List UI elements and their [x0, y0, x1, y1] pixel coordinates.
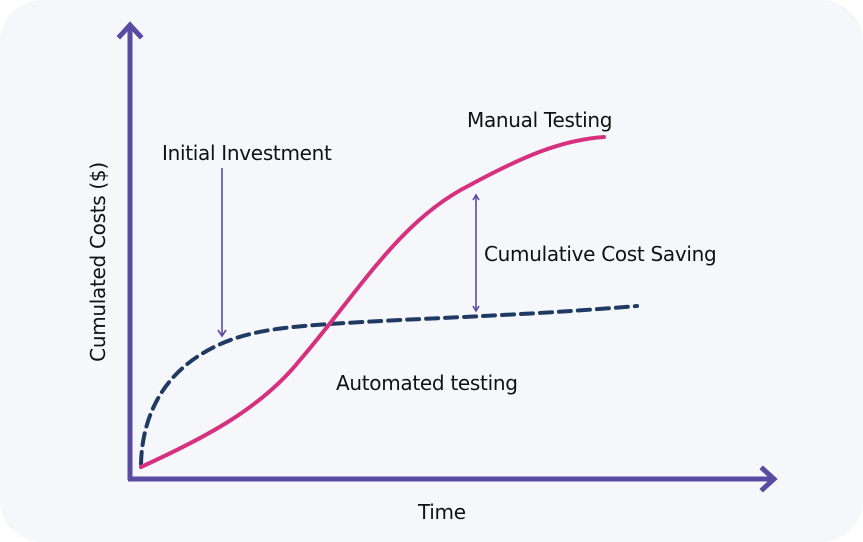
x-axis	[128, 465, 778, 493]
automated-testing-label: Automated testing	[336, 371, 518, 395]
manual-testing-line	[139, 135, 606, 469]
manual-testing-label: Manual Testing	[467, 108, 613, 132]
x-axis-label: Time	[418, 500, 466, 524]
automated-testing-line	[139, 304, 639, 466]
y-axis	[116, 21, 144, 480]
cumulative-cost-saving-label: Cumulative Cost Saving	[484, 242, 717, 266]
y-axis-label: Cumulated Costs ($)	[86, 162, 110, 362]
initial-investment-arrow	[217, 168, 227, 338]
cost-saving-arrow	[472, 193, 480, 313]
initial-investment-label: Initial Investment	[162, 141, 332, 165]
